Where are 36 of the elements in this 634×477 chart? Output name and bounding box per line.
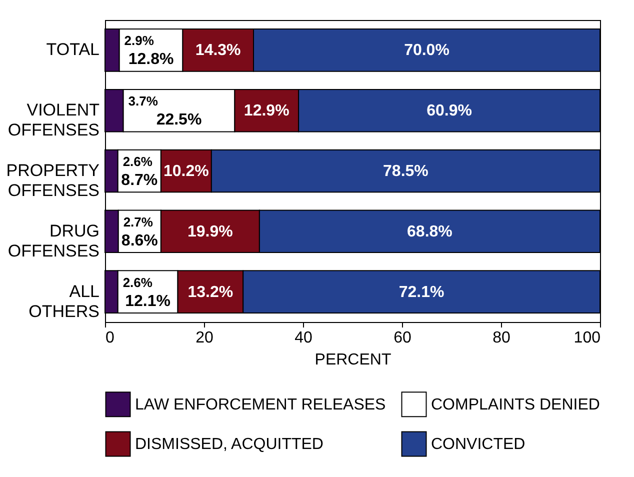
- data-label: 22.5%: [156, 112, 202, 129]
- data-label: 2.7%: [123, 214, 154, 230]
- data-label: 12.9%: [244, 102, 290, 120]
- y-tick-label: VIOLENT OFFENSES: [8, 100, 100, 140]
- y-tick-label: PROPERTY OFFENSES: [6, 161, 100, 200]
- data-label: 12.1%: [125, 292, 171, 310]
- data-label: 19.9%: [188, 223, 233, 240]
- x-axis-title: PERCENT: [314, 352, 392, 368]
- x-tick-label: 80: [492, 330, 510, 346]
- data-label: 78.5%: [383, 163, 428, 180]
- data-label: 3.7%: [128, 94, 158, 109]
- legend-label: COMPLAINTS DENIED: [431, 396, 600, 414]
- data-label: 72.1%: [398, 284, 444, 301]
- legend-label: DISMISSED, ACQUITTED: [135, 436, 324, 453]
- data-label: 13.2%: [188, 284, 234, 301]
- data-label: 60.9%: [426, 102, 472, 120]
- data-label: 2.9%: [124, 33, 154, 48]
- y-tick-label: DRUG OFFENSES: [8, 221, 100, 260]
- data-label: 70.0%: [404, 42, 450, 60]
- data-label: 2.6%: [122, 154, 153, 169]
- x-tick-label: 20: [196, 330, 214, 346]
- data-label: 8.7%: [121, 172, 158, 189]
- data-label: 12.8%: [128, 51, 174, 68]
- y-tick-label: ALL OTHERS: [28, 282, 100, 321]
- legend-label: CONVICTED: [431, 436, 526, 453]
- data-label: 8.6%: [121, 232, 158, 250]
- data-label: 68.8%: [407, 223, 452, 240]
- x-tick-label: 0: [106, 330, 114, 346]
- x-tick-label: 40: [294, 330, 312, 346]
- y-tick-label: TOTAL: [46, 40, 100, 60]
- data-label: 10.2%: [163, 163, 209, 180]
- legend-label: LAW ENFORCEMENT RELEASES: [135, 396, 386, 414]
- x-tick-label: 100: [574, 330, 601, 346]
- x-tick-label: 60: [394, 330, 412, 346]
- data-label: 14.3%: [195, 42, 241, 60]
- data-label: 2.6%: [122, 274, 153, 290]
